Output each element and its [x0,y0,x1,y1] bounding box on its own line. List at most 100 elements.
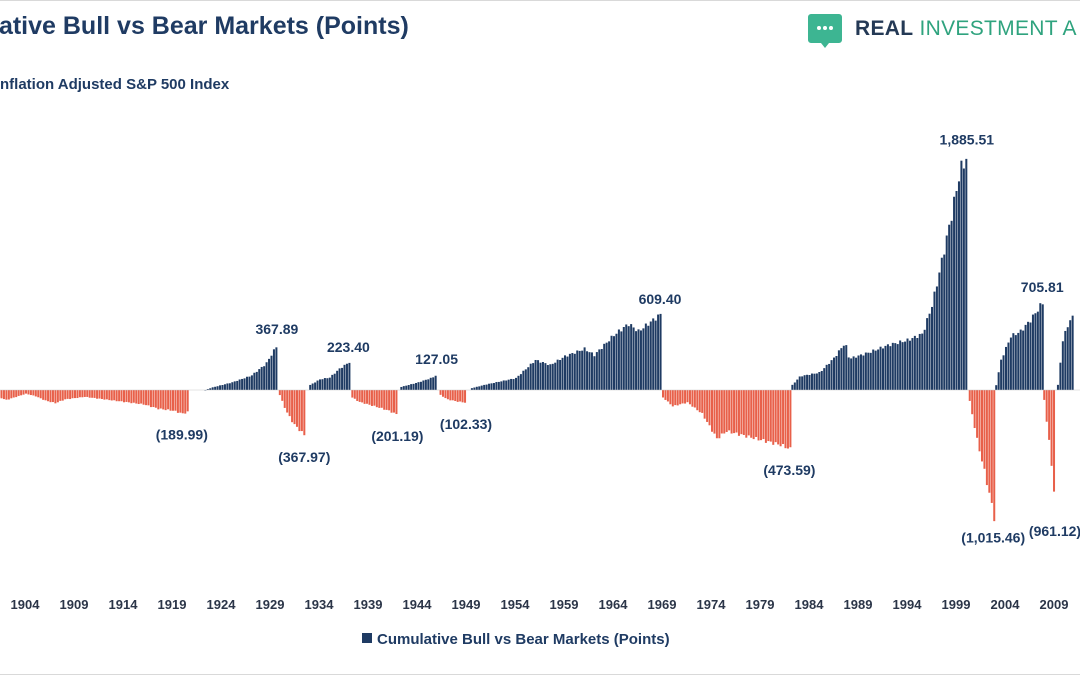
bull-bar [507,379,510,390]
bear-bar [760,390,763,441]
bull-bar [642,328,645,390]
bear-bar [130,390,133,404]
bull-bar [326,378,329,390]
bear-bar [152,390,155,408]
bull-bar [410,384,413,390]
bear-bar [706,390,709,422]
bear-bar [298,390,301,432]
bear-bar [764,390,767,443]
bull-bar [539,362,542,390]
bear-bar [679,390,682,405]
bull-bar [1039,303,1042,390]
bear-bar [669,390,672,405]
legend-label: Cumulative Bull vs Bear Markets (Points) [377,631,670,648]
bear-bar [76,390,79,399]
x-tick-label: 1924 [207,597,237,612]
bear-bar [779,390,782,447]
bear-bar [179,390,182,413]
bull-bar [850,358,853,390]
bear-bar [74,390,77,399]
brand-word-real: REAL [855,17,914,40]
bull-bar [216,386,219,390]
bear-bar [441,390,444,397]
bull-bar [899,340,902,390]
bull-bar [564,355,567,390]
bull-bar [505,380,508,390]
bull-bar [415,382,418,390]
bull-bar [793,382,796,390]
bear-bar [127,390,130,403]
bull-bar [331,374,334,390]
bear-bar [691,390,694,407]
x-tick-label: 1964 [599,597,629,612]
bear-bar [59,390,62,401]
bull-bar [1036,311,1039,390]
bull-bar [434,375,437,390]
bear-bar [169,390,172,411]
bull-bar [960,160,963,390]
bull-bar [241,378,244,390]
bull-bar [223,384,226,390]
bull-bar [568,353,571,390]
bull-bar [931,306,934,390]
bear-bar [172,390,175,411]
chart-subtitle: nflation Adjusted S&P 500 Index [0,76,230,93]
bull-bar [652,318,655,390]
bull-bar [519,374,522,390]
bull-bar [556,359,559,390]
bull-bar [510,378,513,390]
bear-bar [757,390,760,441]
bull-bar [231,382,234,390]
bull-bar [945,235,948,390]
bear-bar [64,390,67,400]
bear-bar [983,390,986,469]
peak-label: 705.81 [1021,279,1064,295]
bear-bar [747,390,750,436]
x-tick-label: 2009 [1040,597,1069,612]
bull-bar [338,368,341,390]
bear-bar [745,390,748,438]
bear-bar [674,390,677,406]
bull-bar [209,388,212,390]
bear-bar [61,390,64,401]
bull-bar [243,378,246,390]
bear-bar [1050,390,1053,466]
bear-bar [162,390,165,410]
bear-bar [20,390,23,396]
bull-bar [544,363,547,390]
bear-bar [157,390,160,410]
bear-bar [29,390,32,396]
bull-bar [852,356,855,390]
bull-bar [603,343,606,390]
bear-bar [390,390,393,413]
bear-bar [711,390,714,432]
bull-bar [402,386,405,390]
bear-bar [373,390,376,406]
bear-bar [671,390,674,407]
bear-bar [147,390,150,406]
trough-label: (367.97) [278,449,330,465]
bear-bar [698,390,701,413]
x-tick-label: 1984 [795,597,825,612]
x-tick-label: 1959 [550,597,579,612]
bull-bar [328,377,331,390]
bear-bar [181,390,184,414]
bull-bar [1000,359,1003,390]
bear-bar [12,390,15,398]
bear-bar [39,390,42,399]
bear-bar [149,390,152,408]
bear-bar [42,390,45,400]
bull-bar [253,372,256,390]
bull-bar [268,358,271,390]
bull-bar [1007,342,1010,390]
bear-bar [752,390,755,440]
x-tick-label: 1969 [648,597,677,612]
bear-bar [737,390,740,436]
bull-bar [233,381,236,390]
bear-bar [971,390,974,415]
bull-bar [323,378,326,390]
bear-bar [83,390,86,397]
bear-bar [25,390,28,394]
bear-bar [184,390,187,414]
